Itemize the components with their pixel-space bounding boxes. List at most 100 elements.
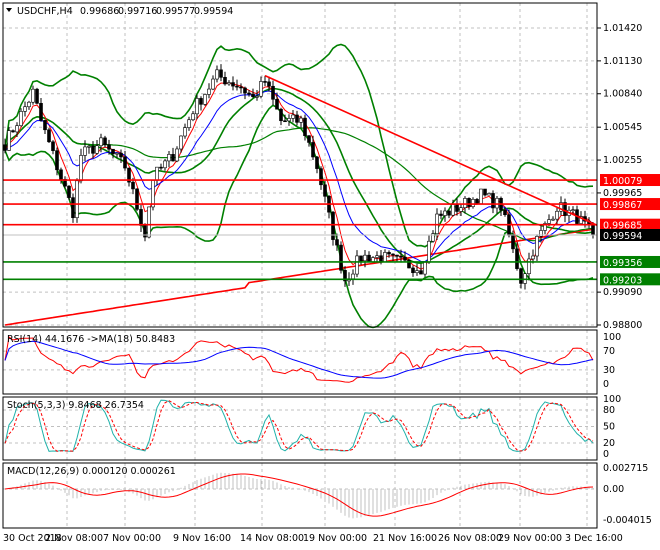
main-pane[interactable] bbox=[2, 2, 598, 328]
candle-body bbox=[411, 267, 415, 274]
candle-body bbox=[403, 256, 407, 261]
candle-body bbox=[451, 204, 455, 216]
candle-body bbox=[75, 180, 79, 219]
candle-body bbox=[183, 127, 187, 137]
candle-body bbox=[3, 144, 7, 151]
candle-body bbox=[311, 142, 315, 158]
candle-body bbox=[23, 106, 27, 112]
candle-body bbox=[455, 204, 459, 212]
candle-body bbox=[163, 160, 167, 169]
level-tag bbox=[600, 228, 660, 241]
candle-body bbox=[83, 146, 87, 156]
candle-body bbox=[571, 209, 575, 211]
stoch-tick-label: 80 bbox=[603, 405, 615, 416]
rsi-line bbox=[4, 336, 594, 383]
stoch-signal-line bbox=[4, 400, 594, 452]
stoch-pane[interactable] bbox=[2, 396, 598, 461]
candle-body bbox=[423, 262, 427, 275]
level-tag bbox=[600, 255, 660, 268]
level-tag-label: 0.99685 bbox=[603, 221, 642, 232]
candle-body bbox=[167, 154, 171, 162]
macd-pane[interactable] bbox=[2, 462, 598, 529]
candle-body bbox=[127, 167, 131, 183]
candle-body bbox=[511, 235, 515, 250]
candle-body bbox=[331, 211, 335, 240]
candle-body bbox=[363, 254, 367, 262]
candle-body bbox=[271, 85, 275, 100]
rsi-tick-label: 0 bbox=[603, 379, 609, 390]
level-tag bbox=[600, 218, 660, 231]
chart-marks bbox=[3, 43, 598, 519]
candle-body bbox=[383, 252, 387, 263]
candle-body bbox=[247, 92, 251, 95]
candle-body bbox=[535, 236, 539, 257]
candle-body bbox=[467, 198, 471, 207]
candle-body bbox=[555, 210, 559, 220]
price-tick-label: 0.98800 bbox=[603, 320, 642, 331]
candle-body bbox=[407, 259, 411, 269]
candle-body bbox=[303, 117, 307, 136]
candle-body bbox=[31, 88, 35, 103]
candle-body bbox=[547, 219, 551, 224]
candle-body bbox=[251, 93, 255, 98]
candle-body bbox=[99, 137, 103, 147]
candle-body bbox=[267, 81, 271, 87]
candle-body bbox=[211, 78, 215, 90]
date-tick-label: 26 Nov 08:00 bbox=[438, 533, 502, 544]
candle-body bbox=[275, 98, 279, 110]
candle-body bbox=[223, 76, 227, 85]
candle-body bbox=[187, 119, 191, 128]
level-tag bbox=[600, 174, 660, 187]
candle-body bbox=[239, 86, 243, 89]
candle-body bbox=[111, 148, 115, 155]
level-tag-label: 1.00079 bbox=[603, 176, 642, 187]
macd-tick-label: 0.00 bbox=[603, 484, 624, 495]
collapse-triangle-icon[interactable] bbox=[6, 8, 12, 12]
rsi-pane[interactable] bbox=[2, 329, 598, 395]
date-tick-label: 21 Nov 16:00 bbox=[373, 533, 437, 544]
candle-body bbox=[559, 202, 563, 212]
candle-body bbox=[147, 206, 151, 238]
candle-body bbox=[415, 270, 419, 274]
candle-body bbox=[283, 120, 287, 123]
date-tick-label: 30 Oct 2018 bbox=[3, 533, 62, 544]
stoch-tick-label: 100 bbox=[603, 394, 621, 405]
date-tick-label: 3 Dec 16:00 bbox=[565, 533, 623, 544]
stoch-tick-label: 0 bbox=[603, 449, 609, 460]
level-tag-label: 0.99867 bbox=[603, 200, 642, 211]
stoch-main-line bbox=[4, 399, 594, 452]
candle-body bbox=[235, 85, 239, 88]
candle-body bbox=[335, 239, 339, 246]
candle-body bbox=[591, 223, 595, 236]
candle-body bbox=[359, 255, 363, 262]
price-tick-label: 1.00840 bbox=[603, 89, 642, 100]
candle-body bbox=[395, 254, 399, 257]
candle-body bbox=[319, 168, 323, 186]
candle-body bbox=[479, 188, 483, 204]
candle-body bbox=[179, 135, 183, 150]
candle-body bbox=[15, 125, 19, 133]
candle-body bbox=[519, 268, 523, 284]
macd-title: MACD(12,26,9) 0.000120 0.000261 bbox=[7, 466, 176, 477]
candle-body bbox=[87, 145, 91, 148]
candle-body bbox=[259, 81, 263, 97]
candle-body bbox=[151, 180, 155, 208]
candle-body bbox=[107, 144, 111, 150]
candle-body bbox=[95, 145, 99, 154]
level-tag-label: 0.99356 bbox=[603, 258, 642, 269]
candle-body bbox=[263, 81, 267, 83]
candle-body bbox=[243, 87, 247, 94]
candle-body bbox=[471, 199, 475, 207]
candle-body bbox=[563, 202, 567, 216]
candle-body bbox=[391, 253, 395, 256]
candle-body bbox=[443, 210, 447, 216]
candle-body bbox=[339, 244, 343, 271]
candle-body bbox=[119, 152, 123, 158]
candle-body bbox=[199, 98, 203, 105]
candle-body bbox=[71, 197, 75, 219]
candle-body bbox=[11, 130, 15, 133]
candle-body bbox=[431, 233, 435, 242]
price-tick-label: 0.99090 bbox=[603, 287, 642, 298]
bollinger-upper bbox=[4, 43, 594, 248]
